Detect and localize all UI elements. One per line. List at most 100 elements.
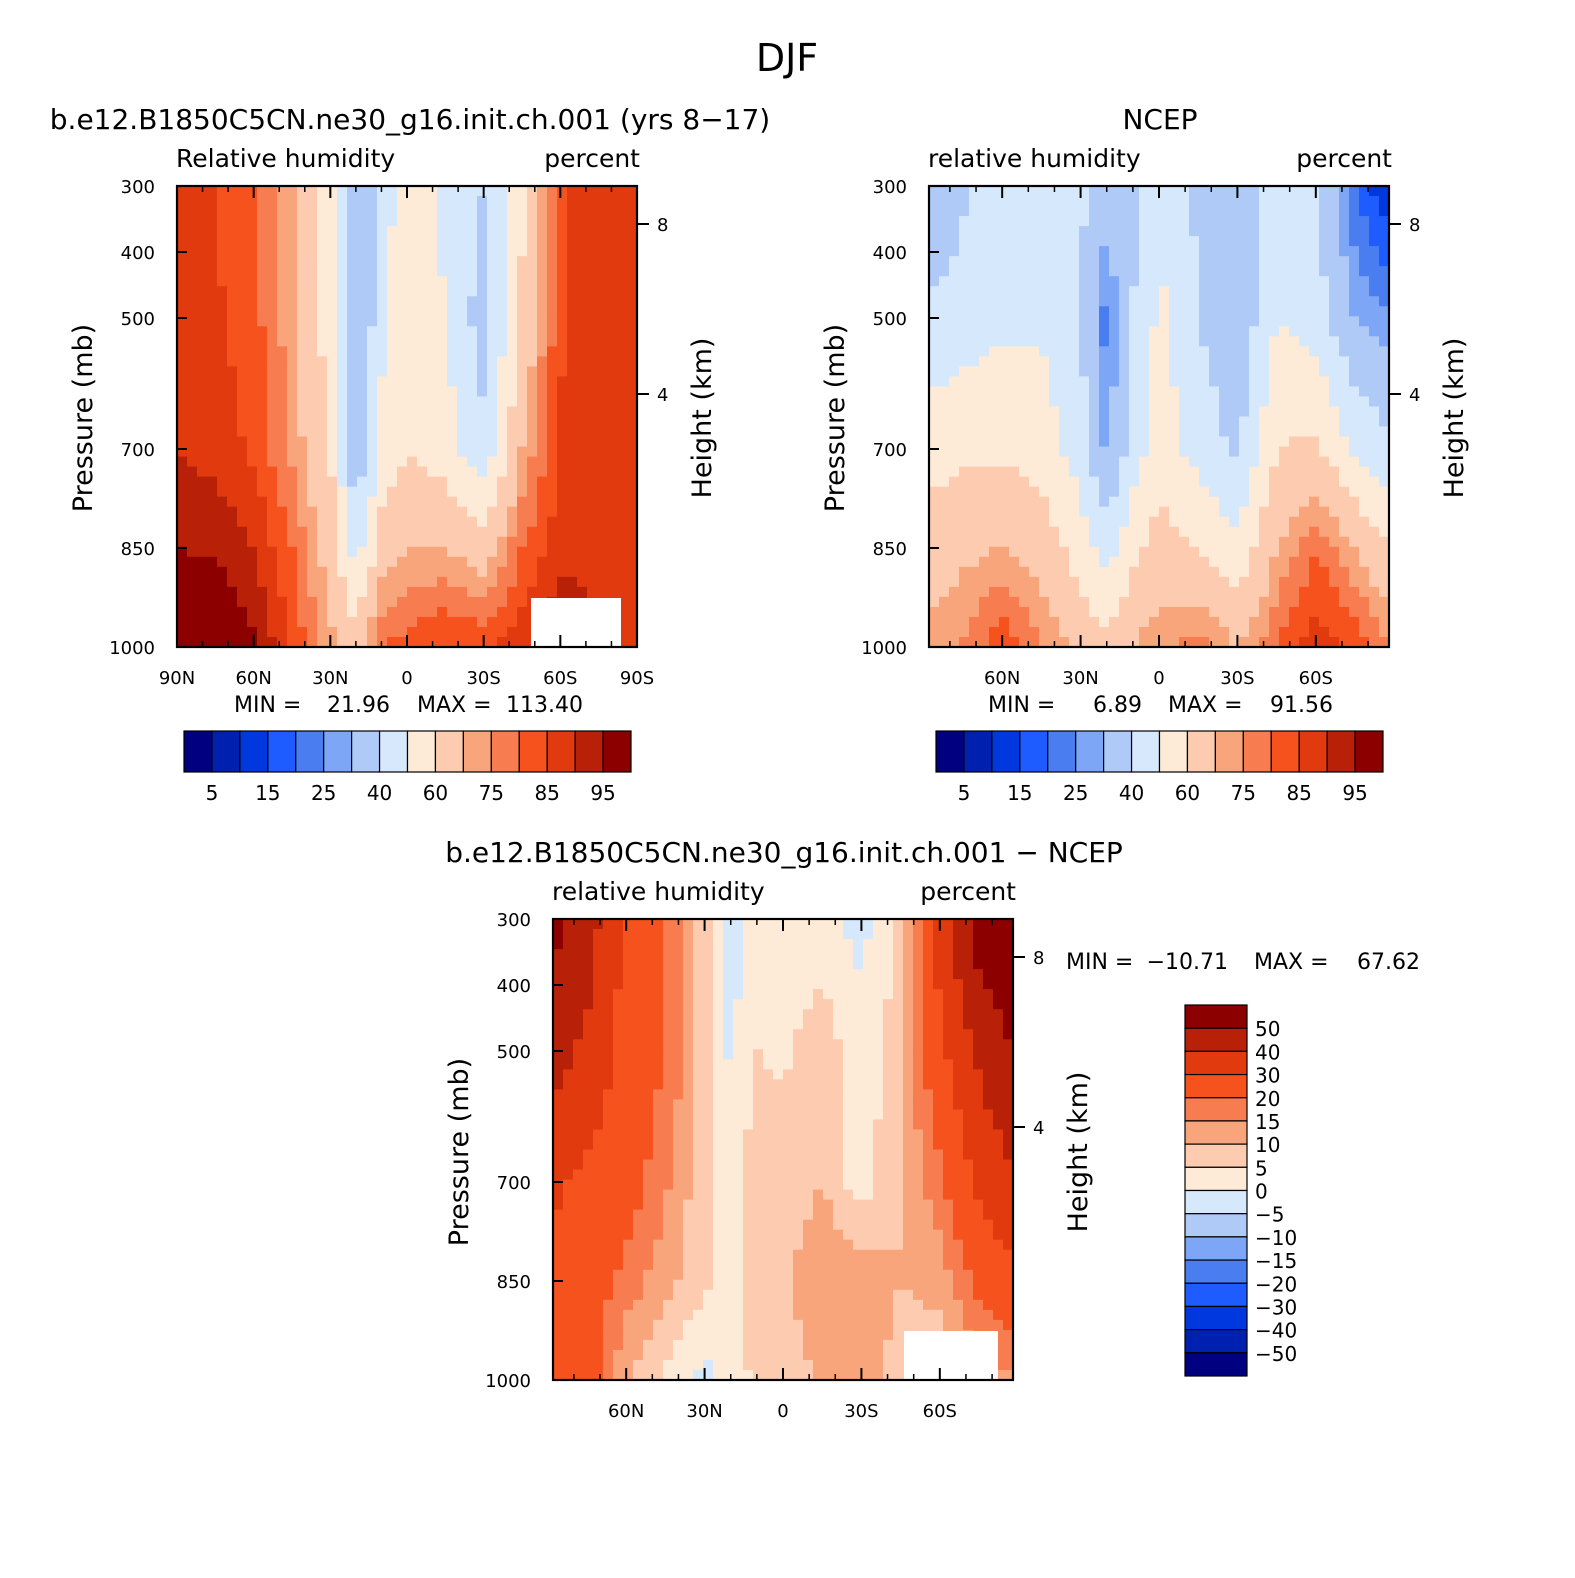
contour-cell — [623, 919, 634, 930]
contour-cell — [1229, 236, 1240, 247]
contour-cell — [643, 1149, 654, 1161]
contour-cell — [207, 596, 218, 608]
contour-cell — [1299, 566, 1310, 578]
contour-cell — [949, 256, 960, 267]
contour-cell — [1369, 206, 1380, 217]
contour-cell — [1319, 336, 1330, 347]
contour-cell — [497, 446, 508, 458]
contour-cell — [327, 386, 338, 398]
contour-cell — [387, 546, 398, 558]
contour-cell — [497, 516, 508, 528]
contour-cell — [939, 426, 950, 438]
contour-cell — [1119, 226, 1130, 237]
contour-cell — [527, 216, 538, 227]
contour-cell — [613, 1179, 624, 1191]
contour-cell — [377, 186, 388, 197]
contour-cell — [1229, 406, 1240, 418]
contour-cell — [1379, 426, 1390, 438]
contour-cell — [999, 626, 1010, 638]
contour-cell — [1189, 406, 1200, 418]
contour-cell — [1219, 456, 1230, 468]
contour-cell — [467, 596, 478, 608]
contour-cell — [357, 366, 368, 378]
contour-cell — [537, 286, 548, 297]
contour-cell — [1079, 376, 1090, 388]
contour-cell — [587, 376, 598, 388]
contour-cell — [1239, 536, 1250, 548]
contour-cell — [307, 546, 318, 558]
contour-cell — [1369, 276, 1380, 287]
contour-cell — [1349, 506, 1360, 518]
contour-cell — [177, 196, 188, 207]
contour-cell — [1109, 546, 1120, 558]
contour-cell — [1049, 196, 1060, 207]
contour-cell — [1099, 496, 1110, 508]
contour-cell — [427, 366, 438, 378]
contour-cell — [1159, 216, 1170, 227]
contour-cell — [387, 216, 398, 227]
contour-cell — [347, 186, 358, 197]
contour-cell — [1309, 376, 1320, 388]
contour-cell — [1229, 376, 1240, 388]
contour-cell — [617, 596, 628, 608]
contour-cell — [1229, 346, 1240, 357]
contour-cell — [603, 1169, 614, 1181]
contour-cell — [1189, 546, 1200, 558]
contour-cell — [367, 636, 378, 648]
contour-cell — [377, 456, 388, 468]
contour-cell — [357, 396, 368, 408]
contour-cell — [587, 556, 598, 568]
contour-cell — [1199, 426, 1210, 438]
contour-cell — [297, 396, 308, 408]
contour-cell — [257, 566, 268, 578]
contour-cell — [663, 1059, 674, 1070]
right-label: percent — [1296, 144, 1392, 173]
contour-cell — [247, 526, 258, 538]
contour-cell — [1369, 386, 1380, 398]
contour-cell — [587, 196, 598, 207]
contour-cell — [1159, 416, 1170, 428]
contour-cell — [237, 516, 248, 528]
contour-cell — [613, 1269, 624, 1281]
contour-cell — [367, 606, 378, 618]
contour-cell — [357, 256, 368, 267]
contour-cell — [417, 396, 428, 408]
contour-cell — [1189, 386, 1200, 398]
contour-cell — [1139, 336, 1150, 347]
contour-cell — [633, 939, 644, 950]
contour-cell — [1079, 346, 1090, 357]
contour-cell — [1079, 276, 1090, 287]
contour-cell — [1229, 566, 1240, 578]
contour-cell — [1359, 446, 1370, 458]
contour-cell — [327, 486, 338, 498]
contour-cell — [653, 1289, 664, 1301]
contour-cell — [1139, 416, 1150, 428]
contour-cell — [553, 1039, 564, 1050]
contour-cell — [477, 516, 488, 528]
contour-cell — [517, 626, 528, 638]
contour-cell — [487, 486, 498, 498]
contour-cell — [387, 516, 398, 528]
contour-cell — [593, 939, 604, 950]
contour-cell — [1329, 416, 1340, 428]
contour-cell — [653, 1079, 664, 1090]
contour-cell — [417, 426, 428, 438]
colorbar-label: 60 — [1175, 781, 1200, 805]
contour-cell — [547, 296, 558, 307]
contour-cell — [1139, 306, 1150, 317]
contour-cell — [1349, 416, 1360, 428]
contour-cell — [1139, 316, 1150, 327]
contour-cell — [1269, 226, 1280, 237]
contour-cell — [1339, 566, 1350, 578]
contour-cell — [1209, 586, 1220, 598]
contour-cell — [1369, 396, 1380, 408]
contour-cell — [989, 606, 1000, 618]
contour-cell — [553, 1189, 564, 1201]
contour-cell — [287, 546, 298, 558]
contour-cell — [287, 196, 298, 207]
contour-cell — [607, 236, 618, 247]
contour-cell — [447, 246, 458, 257]
contour-cell — [623, 1079, 634, 1090]
contour-cell — [959, 226, 970, 237]
colorbar-label: 75 — [479, 781, 504, 805]
